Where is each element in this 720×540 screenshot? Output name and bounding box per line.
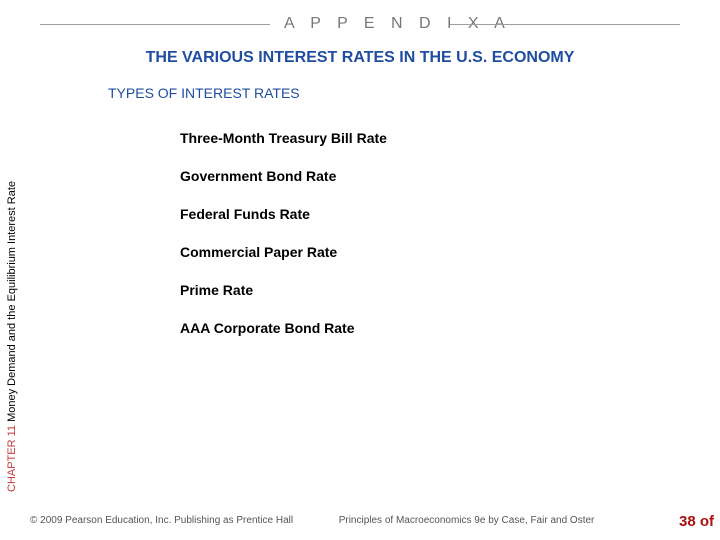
page-number: 38 of [679,513,714,530]
book-title: Principles of Macroeconomics 9e by Case,… [293,515,640,526]
list-item: Commercial Paper Rate [180,244,387,260]
copyright-text: © 2009 Pearson Education, Inc. Publishin… [30,515,293,526]
list-item: Three-Month Treasury Bill Rate [180,130,387,146]
slide-page: A P P E N D I X A THE VARIOUS INTEREST R… [0,0,720,540]
chapter-number: CHAPTER 11 [6,425,18,492]
section-title: TYPES OF INTEREST RATES [108,85,720,101]
vertical-chapter-label: CHAPTER 11 Money Demand and the Equilibr… [6,181,18,492]
rule-right [450,24,680,25]
list-item: Prime Rate [180,282,387,298]
chapter-title: Money Demand and the Equilibrium Interes… [6,181,18,425]
list-item: Federal Funds Rate [180,206,387,222]
list-item: Government Bond Rate [180,168,387,184]
header: A P P E N D I X A THE VARIOUS INTEREST R… [0,15,720,101]
list-item: AAA Corporate Bond Rate [180,320,387,336]
rule-left [40,24,270,25]
footer: © 2009 Pearson Education, Inc. Publishin… [30,515,690,526]
appendix-rule: A P P E N D I X A [0,15,720,35]
page-subtitle: THE VARIOUS INTEREST RATES IN THE U.S. E… [0,49,720,67]
rates-list: Three-Month Treasury Bill Rate Governmen… [180,130,387,358]
